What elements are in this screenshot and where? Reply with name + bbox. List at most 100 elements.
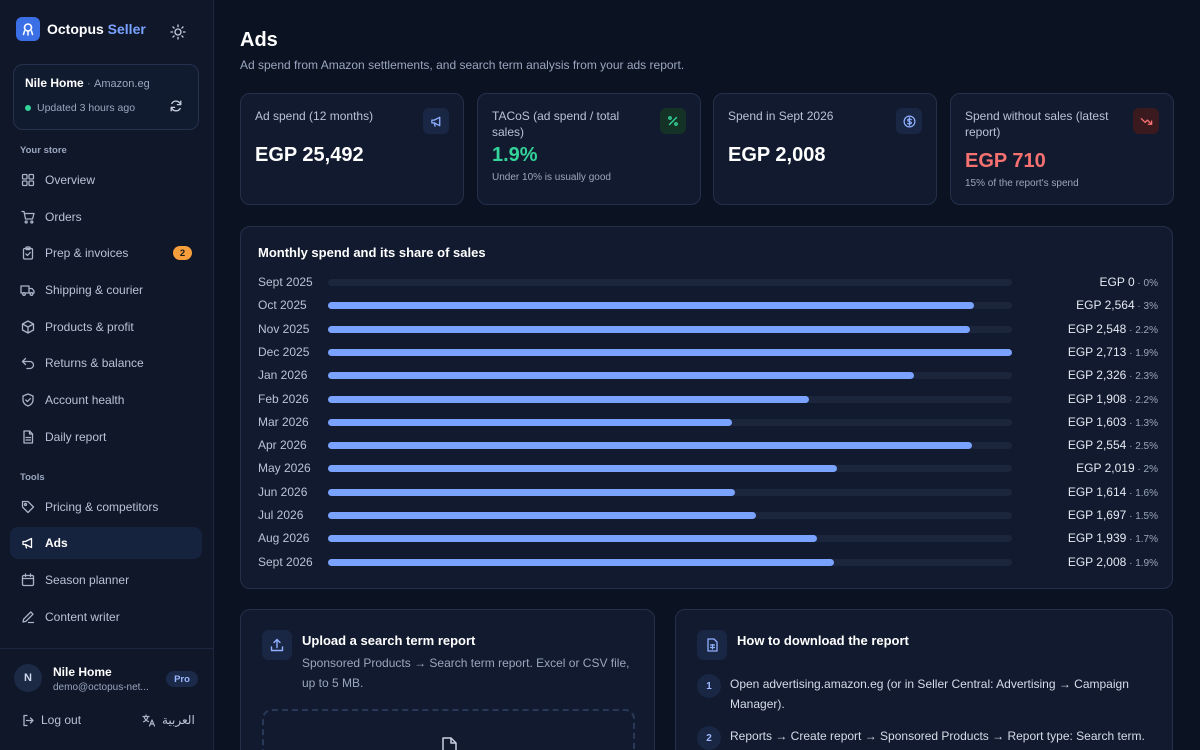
chart-amount-label: EGP 1,603 — [1067, 414, 1127, 429]
page-title: Ads — [240, 29, 278, 51]
chart-bar — [328, 488, 735, 496]
chart-title: Monthly spend and its share of sales — [258, 245, 486, 260]
chart-share-label: 2.2% — [1135, 394, 1158, 406]
refresh-icon[interactable] — [169, 99, 185, 115]
clipboard-icon — [20, 246, 35, 261]
chart-bar — [328, 302, 975, 310]
howto-card: How to download the report 1 Open advert… — [675, 609, 1173, 750]
plan-badge: Pro — [166, 671, 198, 687]
chart-category-label: Feb 2026 — [258, 391, 309, 406]
chart-row: Oct 2025 EGP 2,564 · 3% — [258, 296, 1158, 316]
trend-down-icon — [1133, 108, 1159, 134]
chart-separator: · — [1126, 511, 1136, 522]
sidebar-item-returns[interactable]: Returns & balance — [10, 347, 202, 379]
sidebar-item-shipping[interactable]: Shipping & courier — [10, 274, 202, 306]
sidebar-item-prep-invoices[interactable]: Prep & invoices 2 — [10, 237, 202, 269]
chart-bar — [328, 395, 810, 403]
main-content: Ads Ad spend from Amazon settlements, an… — [214, 0, 1200, 750]
chart-row: Apr 2026 EGP 2,554 · 2.5% — [258, 436, 1158, 456]
chart-bar — [328, 512, 756, 519]
store-line: Nile Home · Amazon.eg — [25, 76, 150, 90]
chart-separator: · — [1126, 441, 1136, 453]
chart-bar-track — [328, 395, 1012, 403]
sidebar-item-season-planner[interactable]: Season planner — [10, 564, 202, 596]
chart-amount-label: EGP 1,908 — [1067, 391, 1127, 406]
chart-bar-track — [328, 325, 1012, 333]
chart-bar — [328, 418, 733, 426]
chart-share-label: 2.3% — [1135, 371, 1158, 383]
chart-amount-label: EGP 2,564 — [1076, 298, 1135, 313]
file-dropzone[interactable] — [262, 709, 635, 750]
store-name: Nile Home — [25, 76, 84, 90]
chart-amount-label: EGP 2,713 — [1067, 344, 1127, 359]
chart-amount-label: EGP 1,939 — [1067, 531, 1127, 546]
chart-share-label: 1.9% — [1135, 347, 1158, 359]
sidebar-item-ads[interactable]: Ads — [10, 527, 202, 559]
sidebar-item-products[interactable]: Products & profit — [10, 311, 202, 343]
chart-row: Jul 2026 EGP 1,697 · 1.5% — [258, 506, 1158, 526]
chart-bar — [328, 442, 972, 450]
kpi-value: EGP 25,492 — [255, 144, 364, 166]
truck-icon — [20, 283, 35, 298]
chart-bar — [328, 465, 838, 473]
sidebar-item-orders[interactable]: Orders — [10, 201, 202, 233]
sidebar-item-pricing[interactable]: Pricing & competitors — [10, 491, 202, 523]
chart-bar-track — [328, 535, 1012, 543]
chart-value-label: EGP 2,008 · 1.9% — [1068, 555, 1158, 569]
chart-category-label: Jul 2026 — [258, 508, 304, 522]
chart-value-label: EGP 1,697 · 1.5% — [1068, 508, 1158, 522]
chart-amount-label: EGP 2,548 — [1067, 321, 1127, 336]
chart-value-label: EGP 2,548 · 2.2% — [1068, 322, 1158, 336]
chart-share-label: 1.6% — [1135, 487, 1158, 499]
chart-row: Sept 2026 EGP 2,008 · 1.9% — [258, 553, 1158, 573]
brand-name: Octopus Seller — [47, 21, 146, 37]
translate-icon — [142, 713, 156, 727]
dollar-icon — [896, 108, 922, 134]
chart-bar-track — [328, 465, 1012, 473]
chart-separator: · — [1126, 487, 1136, 499]
chart-bar-track — [328, 488, 1012, 496]
theme-toggle-sun-icon[interactable] — [168, 22, 188, 42]
octopus-logo-icon — [16, 17, 40, 41]
avatar[interactable]: N — [14, 664, 42, 692]
megaphone-icon — [20, 536, 35, 551]
chart-category-label: Jan 2026 — [258, 368, 308, 383]
language-switch-button[interactable]: العربية — [142, 713, 195, 727]
store-switcher[interactable]: Nile Home · Amazon.eg Updated 3 hours ag… — [13, 64, 199, 130]
sidebar: Octopus Seller Nile Home · Amazon.eg Upd… — [0, 0, 214, 750]
sidebar-item-account-health[interactable]: Account health — [10, 384, 202, 416]
sidebar-footer: N Nile Home demo@octopus-net... Pro Log … — [0, 648, 214, 750]
section-label-store: Your store — [20, 145, 67, 156]
chart-value-label: EGP 2,554 · 2.5% — [1068, 438, 1158, 452]
chart-category-label: Jun 2026 — [258, 484, 308, 499]
user-name: Nile Home — [53, 665, 112, 679]
chart-category-label: Nov 2025 — [258, 321, 310, 336]
sidebar-item-overview[interactable]: Overview — [10, 164, 202, 196]
kpi-tacos: TACoS (ad spend / total sales) 1.9% Unde… — [477, 93, 701, 205]
chart-bar-track — [328, 512, 1012, 519]
chart-bar-track — [328, 372, 1012, 380]
prep-count-badge: 2 — [173, 246, 192, 260]
chart-value-label: EGP 0 · 0% — [1100, 275, 1158, 289]
logout-button[interactable]: Log out — [22, 713, 81, 727]
chart-share-label: 1.3% — [1135, 417, 1158, 429]
chart-bar — [328, 535, 817, 543]
howto-title: How to download the report — [737, 633, 909, 648]
chart-bar — [328, 348, 1012, 356]
chart-separator: · — [1126, 324, 1136, 336]
upload-icon — [262, 630, 292, 660]
sidebar-item-daily-report[interactable]: Daily report — [10, 421, 202, 453]
section-label-tools: Tools — [20, 472, 45, 483]
chart-separator: · — [1134, 301, 1144, 313]
chart-row: May 2026 EGP 2,019 · 2% — [258, 459, 1158, 479]
chart-amount-label: EGP 1,614 — [1067, 484, 1127, 499]
chart-category-label: May 2026 — [258, 461, 311, 476]
percent-icon — [660, 108, 686, 134]
chart-amount-label: EGP 2,554 — [1067, 438, 1127, 453]
chart-row: Jun 2026 EGP 1,614 · 1.6% — [258, 483, 1158, 503]
chart-amount-label: EGP 1,697 — [1067, 508, 1127, 522]
brand[interactable]: Octopus Seller — [16, 17, 146, 41]
box-icon — [20, 320, 35, 335]
sidebar-item-content-writer[interactable]: Content writer — [10, 601, 202, 633]
chart-bar-track — [328, 418, 1012, 426]
